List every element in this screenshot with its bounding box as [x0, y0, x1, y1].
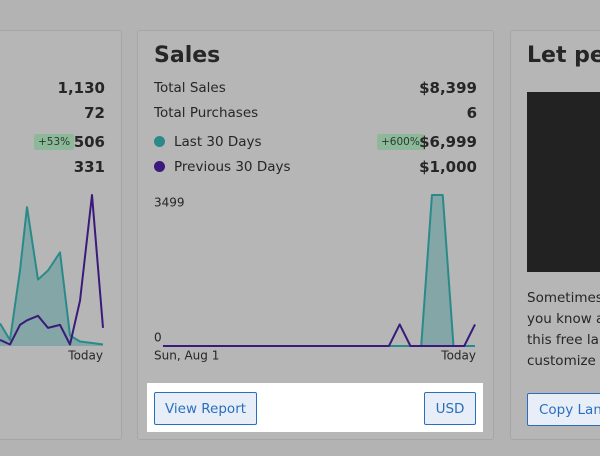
legend-value: $1,000: [419, 158, 477, 176]
area: [163, 195, 475, 346]
stat-value: 1,130: [57, 79, 105, 97]
card-title: Sales: [154, 43, 221, 68]
body-line: customize i: [527, 353, 600, 369]
card-title: Let peo: [527, 43, 600, 68]
card-sales: Sales Total Sales $8,399 Total Purchases…: [137, 30, 494, 440]
line: [0, 206, 104, 346]
legend-label: Last 30 Days: [174, 134, 262, 150]
stat-value: 6: [466, 104, 477, 122]
card-right: Let peo Sometimes you know al this free …: [510, 30, 600, 440]
stat-value: $8,399: [419, 79, 477, 97]
body-line: you know al: [527, 311, 600, 327]
badge: +600%: [377, 134, 424, 150]
x-label: Today: [440, 349, 476, 363]
stat-value: 331: [73, 158, 105, 176]
badge: +53%: [34, 134, 75, 150]
legend-label: Previous 30 Days: [174, 159, 291, 175]
body-line: this free lan: [527, 332, 600, 348]
x-label: Today: [67, 349, 103, 363]
line: [0, 194, 104, 346]
view-report-button[interactable]: View Report: [154, 392, 257, 425]
legend-dot: [154, 136, 165, 147]
legend-value: $6,999: [419, 133, 477, 151]
stat-label: Total Purchases: [154, 105, 259, 121]
line: [163, 323, 476, 347]
stat-value: 72: [84, 104, 105, 122]
currency-button[interactable]: USD: [424, 392, 476, 425]
stat-label: Total Sales: [154, 80, 226, 96]
video-placeholder: [527, 92, 600, 272]
copy-button[interactable]: Copy Lan: [527, 393, 600, 426]
y-tick-label: 3499: [154, 196, 185, 210]
y-tick-label: 0: [154, 331, 162, 345]
x-label: Sun, Aug 1: [154, 349, 219, 363]
area: [0, 207, 103, 346]
card-left: 1,130 72 +53% 506 331: [0, 30, 122, 440]
legend-dot: [154, 161, 165, 172]
body-line: Sometimes: [527, 290, 600, 306]
stat-value: 506: [73, 133, 105, 151]
charts: Today 0 3499 Sun, Aug 1 Today: [0, 194, 476, 363]
